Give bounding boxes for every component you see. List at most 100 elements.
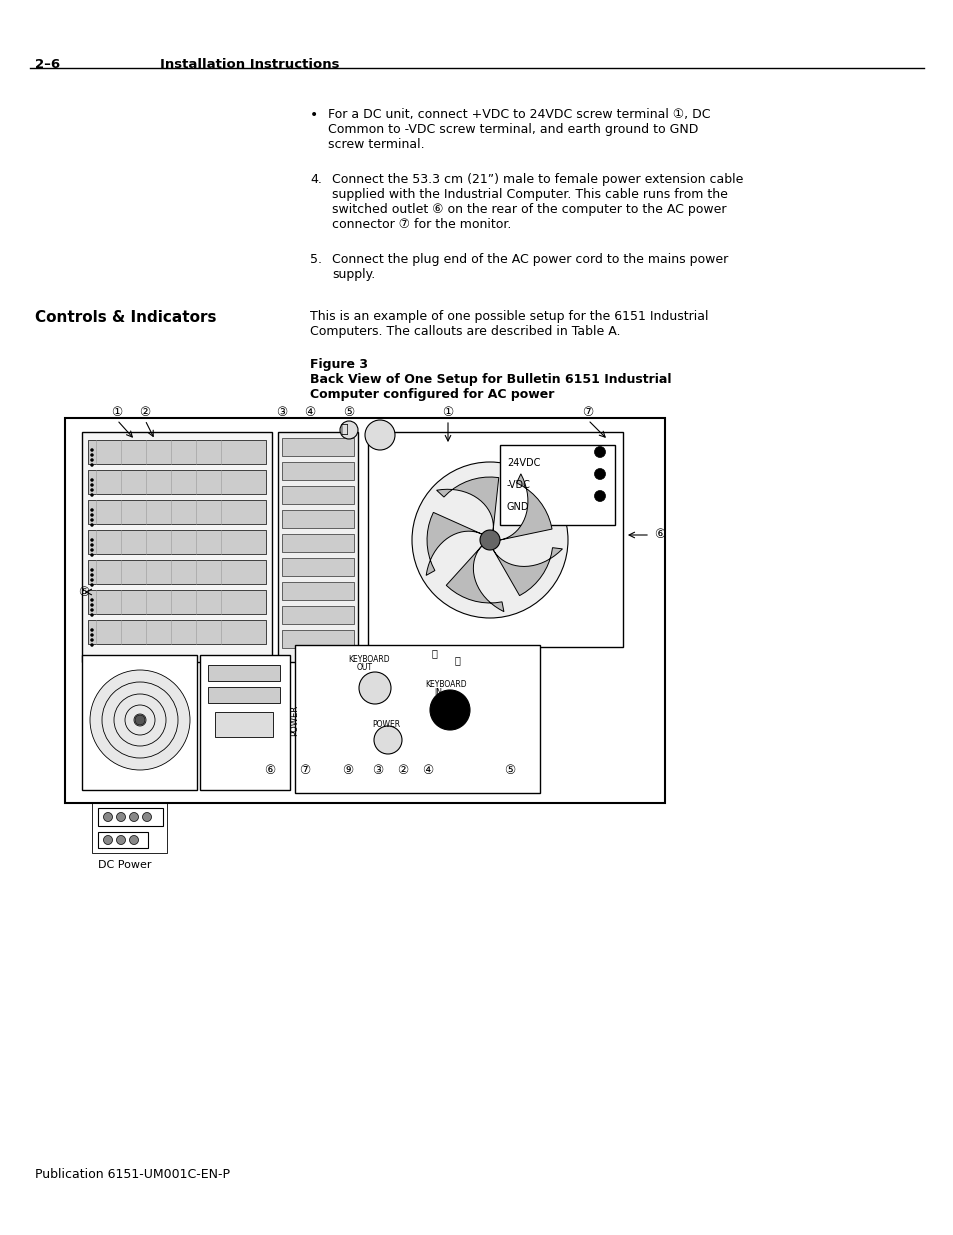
Ellipse shape — [113, 694, 166, 746]
Text: screw terminal.: screw terminal. — [328, 138, 424, 151]
Text: Connect the 53.3 cm (21”) male to female power extension cable: Connect the 53.3 cm (21”) male to female… — [332, 173, 742, 186]
Bar — [88, 500, 266, 524]
Text: POWER: POWER — [372, 720, 399, 729]
Text: This is an example of one possible setup for the 6151 Industrial: This is an example of one possible setup… — [310, 310, 708, 324]
Bar — [368, 432, 622, 647]
Ellipse shape — [339, 421, 357, 438]
Text: supply.: supply. — [332, 268, 375, 282]
Bar — [208, 664, 280, 680]
Ellipse shape — [91, 609, 93, 611]
Text: supplied with the Industrial Computer. This cable runs from the: supplied with the Industrial Computer. T… — [332, 188, 727, 201]
Ellipse shape — [130, 813, 138, 821]
Bar — [65, 417, 664, 803]
Bar — [282, 510, 354, 529]
Bar — [88, 620, 266, 643]
Ellipse shape — [479, 530, 499, 550]
Text: 4.: 4. — [310, 173, 321, 186]
Text: ⑥: ⑥ — [264, 763, 275, 777]
Bar — [499, 445, 615, 525]
Bar — [282, 582, 354, 600]
Text: IN: IN — [434, 688, 441, 697]
Text: ②: ② — [139, 406, 151, 420]
Ellipse shape — [91, 578, 93, 582]
Bar — [282, 606, 354, 624]
Bar — [88, 559, 266, 584]
Bar — [98, 832, 148, 848]
Bar — [282, 438, 354, 456]
Bar — [91, 803, 167, 853]
Polygon shape — [493, 547, 562, 595]
Text: ④: ④ — [304, 406, 315, 420]
Text: GND: GND — [506, 501, 529, 513]
Ellipse shape — [103, 836, 112, 845]
Bar — [88, 471, 266, 494]
Text: KEYBOARD: KEYBOARD — [424, 680, 466, 689]
Text: ⑦: ⑦ — [581, 406, 593, 420]
Bar — [282, 630, 354, 648]
Ellipse shape — [91, 483, 93, 487]
Bar — [277, 432, 357, 662]
Bar — [88, 590, 266, 614]
Text: ③: ③ — [372, 763, 383, 777]
Ellipse shape — [91, 519, 93, 521]
Ellipse shape — [116, 813, 126, 821]
Text: ③: ③ — [276, 406, 287, 420]
Ellipse shape — [91, 634, 93, 636]
Ellipse shape — [103, 813, 112, 821]
Text: 2–6: 2–6 — [35, 58, 60, 70]
Bar — [200, 655, 290, 790]
Ellipse shape — [91, 489, 93, 492]
Text: connector ⑦ for the monitor.: connector ⑦ for the monitor. — [332, 219, 511, 231]
Text: •: • — [310, 107, 318, 122]
Ellipse shape — [91, 638, 93, 641]
Ellipse shape — [91, 604, 93, 606]
Text: Installation Instructions: Installation Instructions — [160, 58, 339, 70]
Text: ①: ① — [442, 406, 453, 420]
Ellipse shape — [91, 629, 93, 631]
Text: Connect the plug end of the AC power cord to the mains power: Connect the plug end of the AC power cor… — [332, 253, 727, 266]
Ellipse shape — [91, 463, 93, 467]
Text: Computer configured for AC power: Computer configured for AC power — [310, 388, 554, 401]
Bar — [82, 432, 272, 662]
Ellipse shape — [125, 705, 154, 735]
Bar — [282, 487, 354, 504]
Ellipse shape — [90, 671, 190, 769]
Text: ⏚: ⏚ — [432, 648, 437, 658]
Ellipse shape — [91, 538, 93, 541]
Text: 24VDC: 24VDC — [506, 458, 539, 468]
Ellipse shape — [91, 543, 93, 547]
Text: switched outlet ⑥ on the rear of the computer to the AC power: switched outlet ⑥ on the rear of the com… — [332, 203, 726, 216]
Text: OUT: OUT — [356, 663, 373, 672]
Text: ⑤: ⑤ — [504, 763, 515, 777]
Text: Back View of One Setup for Bulletin 6151 Industrial: Back View of One Setup for Bulletin 6151… — [310, 373, 671, 387]
Text: Figure 3: Figure 3 — [310, 358, 368, 370]
Ellipse shape — [91, 509, 93, 511]
Bar — [282, 558, 354, 576]
Ellipse shape — [91, 458, 93, 462]
Text: ⑥: ⑥ — [654, 529, 665, 541]
Text: DC Power: DC Power — [98, 860, 152, 869]
Ellipse shape — [130, 836, 138, 845]
Text: KEYBOARD: KEYBOARD — [348, 655, 389, 664]
Ellipse shape — [91, 568, 93, 572]
Ellipse shape — [91, 453, 93, 457]
Text: ⏚: ⏚ — [455, 655, 460, 664]
Ellipse shape — [594, 447, 605, 457]
Bar — [282, 462, 354, 480]
Ellipse shape — [91, 553, 93, 557]
Polygon shape — [499, 474, 552, 540]
Text: ②: ② — [397, 763, 408, 777]
Ellipse shape — [91, 514, 93, 516]
Ellipse shape — [91, 524, 93, 526]
Text: Common to -VDC screw terminal, and earth ground to GND: Common to -VDC screw terminal, and earth… — [328, 124, 698, 136]
Ellipse shape — [412, 462, 567, 618]
Ellipse shape — [133, 714, 146, 726]
Bar — [88, 530, 266, 555]
Ellipse shape — [430, 690, 470, 730]
Ellipse shape — [91, 599, 93, 601]
Ellipse shape — [102, 682, 178, 758]
Ellipse shape — [91, 614, 93, 616]
Text: Computers. The callouts are described in Table A.: Computers. The callouts are described in… — [310, 325, 619, 338]
Ellipse shape — [91, 548, 93, 552]
Text: ⑨: ⑨ — [342, 763, 354, 777]
